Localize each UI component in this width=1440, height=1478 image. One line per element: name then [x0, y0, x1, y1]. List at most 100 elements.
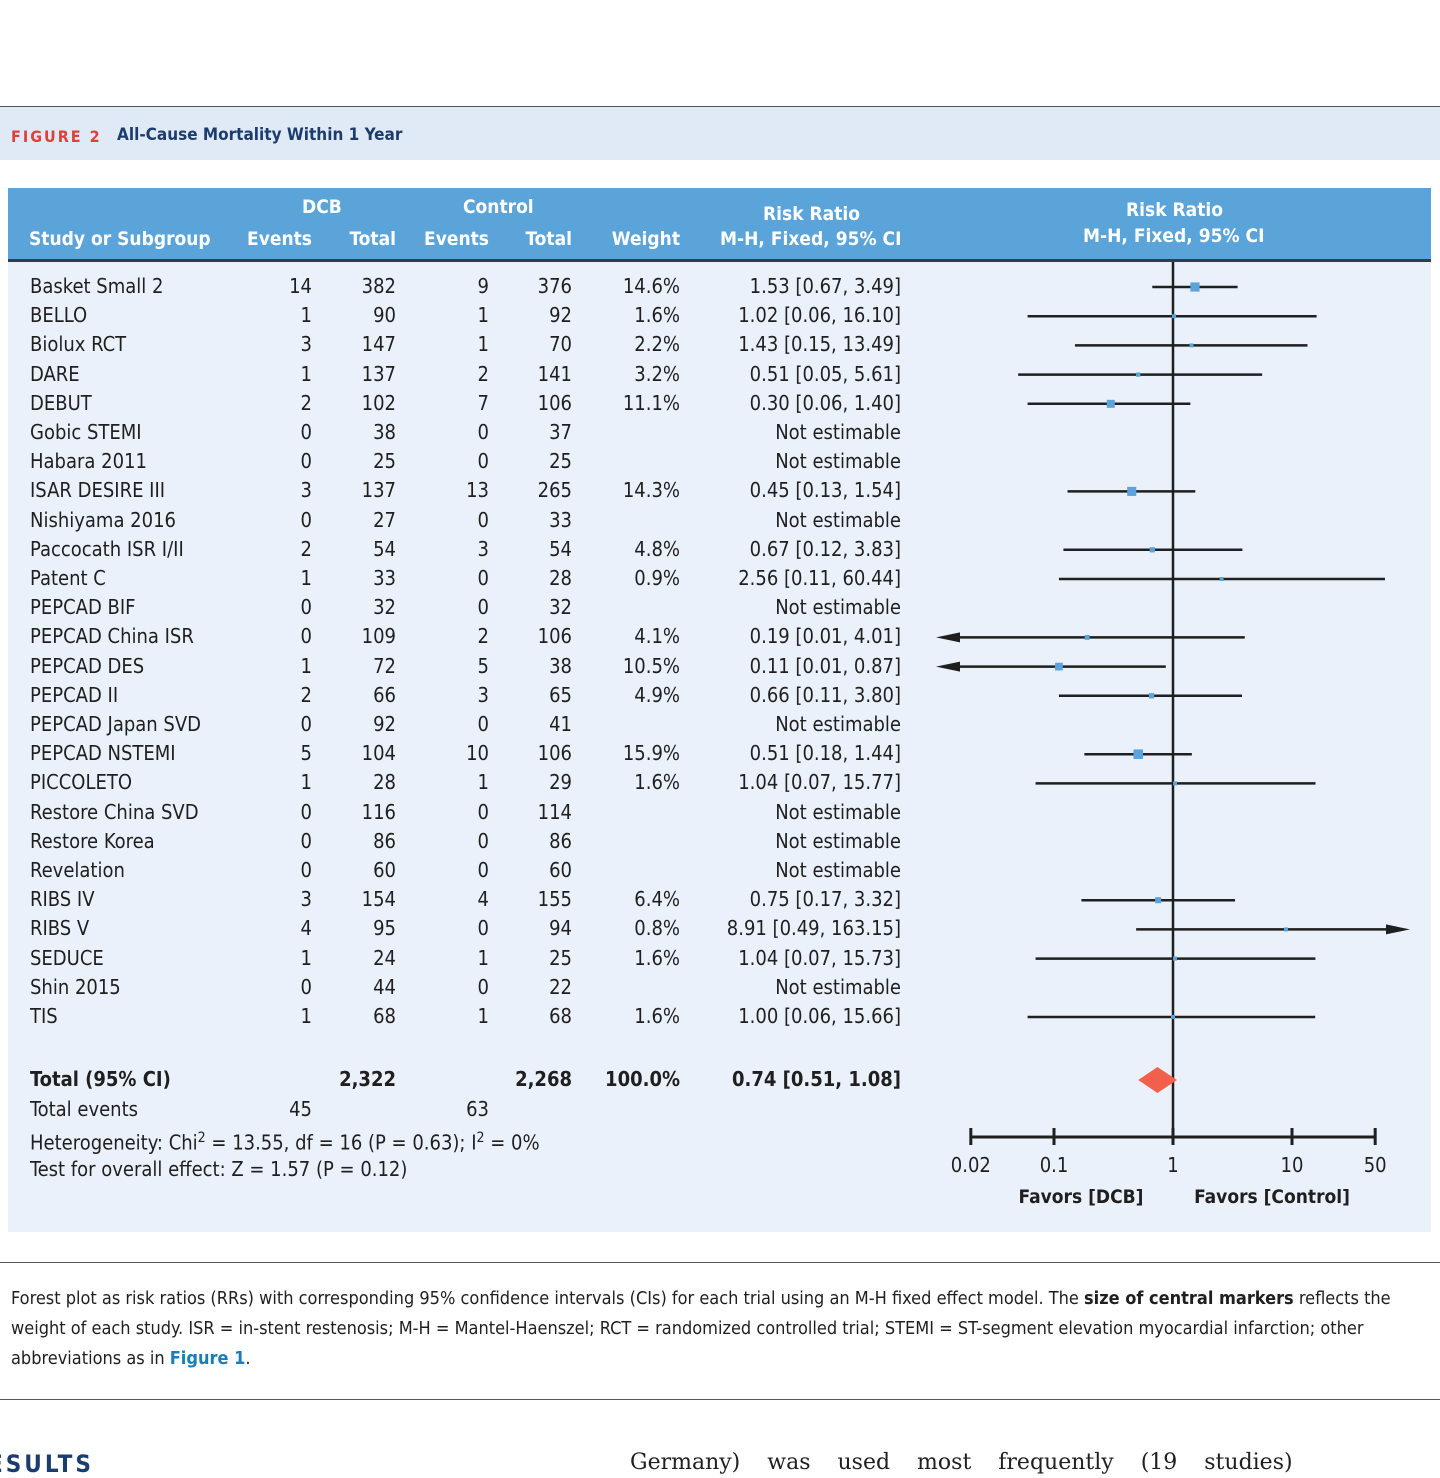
study-marker [1055, 662, 1063, 671]
study-name: RIBS V [30, 916, 90, 941]
study-name: PEPCAD China ISR [30, 624, 194, 649]
control-total: 141 [537, 361, 572, 386]
x-tick-label: 10 [1281, 1153, 1304, 1177]
control-total: 155 [537, 887, 572, 912]
risk-ratio: Not estimable [775, 974, 901, 999]
control-total: 376 [537, 274, 572, 298]
dcb-total: 90 [373, 303, 396, 328]
study-name: PEPCAD BIF [30, 595, 136, 620]
weight: 1.6% [634, 303, 680, 328]
control-events: 10 [466, 741, 489, 766]
control-events: 0 [477, 828, 489, 853]
weight: 1.6% [634, 1004, 680, 1028]
control-events: 7 [477, 390, 489, 415]
header-plot-2: M-H, Fixed, 95% CI [1083, 225, 1265, 247]
body-text: Germany) was used most frequently (19 st… [630, 1450, 1293, 1475]
study-name: TIS [30, 1004, 58, 1028]
weight: 1.6% [634, 945, 680, 970]
control-total: 106 [537, 741, 572, 766]
header-dcb: DCB [302, 196, 342, 218]
dcb-total: 66 [373, 682, 396, 707]
header-dcb-total: Total [349, 228, 396, 250]
risk-ratio: Not estimable [775, 799, 901, 824]
control-total: 37 [549, 420, 572, 444]
study-marker [1173, 781, 1178, 786]
control-events: 1 [477, 770, 489, 795]
control-events: 0 [477, 595, 489, 620]
control-events: 0 [477, 974, 489, 999]
study-name: Revelation [30, 858, 125, 882]
dcb-total: 154 [361, 887, 396, 912]
dcb-events: 0 [300, 507, 312, 532]
dcb-events: 0 [300, 712, 312, 736]
control-events: 0 [477, 420, 489, 444]
control-events: 13 [466, 478, 489, 503]
dcb-events: 0 [300, 624, 312, 649]
risk-ratio: 8.91 [0.49, 163.15] [726, 916, 901, 941]
study-name: BELLO [30, 303, 88, 328]
study-name: Patent C [30, 566, 106, 590]
study-name: Nishiyama 2016 [30, 507, 176, 532]
risk-ratio: 0.30 [0.06, 1.40] [749, 390, 901, 415]
control-total: 54 [549, 536, 572, 561]
dcb-events: 1 [300, 303, 312, 328]
control-total: 38 [549, 653, 572, 678]
figure-title-band [0, 107, 1440, 160]
study-marker [1127, 486, 1137, 496]
risk-ratio: 1.04 [0.07, 15.73] [738, 945, 901, 970]
risk-ratio: 0.51 [0.05, 5.61] [749, 361, 901, 386]
dcb-total: 137 [361, 361, 396, 386]
control-total: 28 [549, 566, 572, 590]
dcb-events: 3 [300, 887, 312, 912]
control-events: 3 [477, 682, 489, 707]
control-total: 65 [549, 682, 572, 707]
dcb-total: 109 [361, 624, 396, 649]
study-name: Restore China SVD [30, 799, 199, 824]
favors-control-label: Favors [Control] [1194, 1186, 1350, 1208]
study-name: Basket Small 2 [30, 274, 164, 298]
control-total: 70 [549, 332, 572, 357]
forest-plot-panel [8, 188, 1431, 1232]
dcb-events: 1 [300, 653, 312, 678]
section-heading: ESULTS [0, 1450, 94, 1478]
risk-ratio: 1.53 [0.67, 3.49] [749, 274, 901, 298]
study-marker [1219, 577, 1224, 581]
weight: 1.6% [634, 770, 680, 795]
study-name: PEPCAD II [30, 682, 119, 707]
dcb-events: 0 [300, 858, 312, 882]
study-marker [1190, 282, 1200, 292]
risk-ratio: 0.67 [0.12, 3.83] [749, 536, 901, 561]
dcb-events: 1 [300, 566, 312, 590]
study-marker [1149, 547, 1155, 553]
figure-1-link[interactable]: Figure 1 [169, 1348, 246, 1369]
table-header [8, 188, 1431, 260]
total-label: Total (95% CI) [30, 1067, 171, 1091]
dcb-events: 1 [300, 770, 312, 795]
header-control: Control [463, 196, 534, 218]
control-total: 41 [549, 712, 572, 736]
control-events: 0 [477, 507, 489, 532]
dcb-total: 116 [361, 799, 396, 824]
control-events: 1 [477, 332, 489, 357]
control-events: 1 [477, 303, 489, 328]
study-name: SEDUCE [30, 945, 104, 970]
risk-ratio: 0.75 [0.17, 3.32] [749, 887, 901, 912]
risk-ratio: Not estimable [775, 507, 901, 532]
ci-arrow-left [936, 661, 960, 672]
weight: 0.8% [634, 916, 680, 941]
dcb-events: 5 [300, 741, 312, 766]
control-events: 1 [477, 945, 489, 970]
risk-ratio: 1.02 [0.06, 16.10] [738, 303, 901, 328]
dcb-events: 14 [289, 274, 312, 298]
study-marker [1133, 749, 1143, 759]
control-events: 0 [477, 449, 489, 474]
top-rule [0, 106, 1440, 107]
x-tick-label: 1 [1167, 1153, 1178, 1177]
dcb-total: 44 [373, 974, 396, 999]
control-total: 92 [549, 303, 572, 328]
study-marker [1106, 399, 1115, 408]
dcb-events: 3 [300, 478, 312, 503]
weight: 14.3% [622, 478, 680, 503]
study-name: Restore Korea [30, 828, 155, 853]
weight: 3.2% [634, 361, 680, 386]
